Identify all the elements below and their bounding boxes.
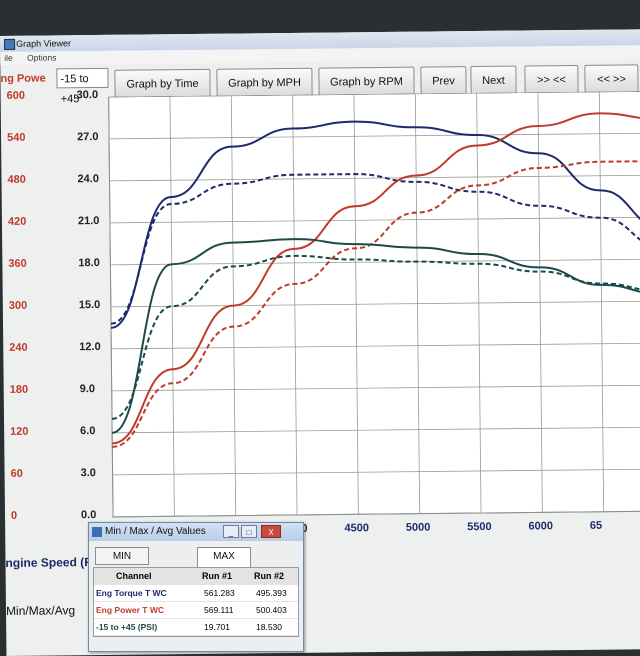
- y-tick-outer: 0: [10, 509, 18, 522]
- app-icon: [4, 38, 16, 50]
- y-tick-inner: 9.0: [79, 383, 96, 396]
- grid-line-v: [353, 94, 359, 515]
- series-line-4: [111, 238, 640, 434]
- grid-line-h: [109, 132, 640, 140]
- menu-options[interactable]: Options: [27, 52, 57, 63]
- zoom-out-button[interactable]: << >>: [584, 64, 639, 93]
- grid-line-h: [112, 468, 640, 476]
- y-tick-outer: 60: [10, 467, 23, 480]
- series-line-1: [110, 173, 640, 325]
- zoom-in-button[interactable]: >> <<: [524, 64, 579, 94]
- table-body: Eng Torque T WC 561.283 495.393 Eng Power T…: [94, 585, 298, 636]
- series-line-0: [110, 120, 640, 329]
- maximize-icon[interactable]: □: [241, 525, 257, 538]
- series-group: [110, 112, 640, 448]
- chart-area[interactable]: 600 540 480 420 360 300 240 180 120 60 0 30.0 27.0 2…: [1, 88, 640, 568]
- close-icon[interactable]: X: [261, 525, 281, 538]
- next-button[interactable]: Next: [470, 65, 517, 95]
- channel-label: ng Powe: [0, 72, 46, 85]
- prev-button[interactable]: Prev: [420, 66, 467, 95]
- y-tick-inner: 18.0: [78, 256, 100, 270]
- col-run1: Run #1: [202, 571, 233, 581]
- y-tick-inner: 12.0: [79, 340, 101, 354]
- y-tick-outer: 540: [7, 131, 26, 144]
- cell-channel: Eng Torque T WC: [96, 588, 167, 598]
- popup-title: Min / Max / Avg Values: [105, 526, 206, 537]
- y-tick-outer: 420: [7, 215, 27, 228]
- table-row[interactable]: -15 to +45 (PSI) 19.701 18.530: [94, 619, 298, 636]
- cell-run2: 500.403: [256, 605, 287, 615]
- x-tick: 5500: [467, 520, 492, 534]
- x-axis-label: ngine Speed (R: [5, 555, 93, 570]
- y-tick-outer: 360: [8, 257, 27, 270]
- col-run2: Run #2: [254, 571, 285, 581]
- min-max-avg-tab[interactable]: Min/Max/Avg: [5, 603, 76, 618]
- tab-min[interactable]: MIN: [95, 547, 149, 565]
- tab-max[interactable]: MAX: [197, 547, 251, 567]
- grid-line-h: [109, 216, 640, 224]
- grid-line-v: [598, 91, 605, 512]
- grid-line-h: [108, 91, 640, 98]
- cell-run2: 495.393: [256, 588, 287, 598]
- grid-line-v: [476, 93, 482, 513]
- x-tick: 6000: [528, 520, 554, 533]
- cell-run1: 561.283: [204, 588, 235, 598]
- y-tick-inner: 24.0: [77, 172, 99, 186]
- y-tick-inner: 15.0: [78, 298, 101, 312]
- grid-line-h: [110, 300, 640, 308]
- y-tick-outer: 240: [9, 341, 28, 354]
- y-tick-inner: 21.0: [77, 214, 100, 228]
- popup-titlebar[interactable]: Min / Max / Avg Values _ □ X: [89, 523, 303, 541]
- x-tick: 5000: [405, 521, 431, 534]
- y-tick-inner: 3.0: [80, 467, 96, 480]
- series-line-5: [111, 254, 640, 420]
- y-tick-outer: 480: [7, 173, 26, 186]
- cell-channel: -15 to +45 (PSI): [96, 622, 158, 632]
- y-tick-inner: 6.0: [80, 425, 96, 438]
- graph-by-time-button[interactable]: Graph by Time: [114, 68, 211, 98]
- graph-viewer-window: Graph Viewer ile Options ng Powe -15 to …: [0, 29, 640, 656]
- grid-line-v: [414, 93, 421, 514]
- min-max-avg-popup: Min / Max / Avg Values _ □ X MIN MAX Cha…: [88, 522, 304, 652]
- minimize-icon[interactable]: _: [223, 525, 239, 538]
- grid-line-h: [110, 258, 640, 266]
- x-tick: 65: [589, 519, 603, 532]
- series-line-2: [112, 112, 640, 445]
- graph-by-mph-button[interactable]: Graph by MPH: [216, 67, 313, 97]
- grid-line-v: [292, 94, 298, 515]
- grid-line-h: [113, 510, 640, 518]
- menu-file[interactable]: ile: [4, 52, 13, 63]
- grid-line-h: [111, 342, 640, 350]
- series-line-3: [112, 160, 640, 448]
- x-tick: 4500: [344, 522, 370, 535]
- y-tick-outer: 600: [6, 89, 26, 102]
- grid-line-v: [537, 92, 543, 513]
- table-header: Channel Run #1 Run #2: [94, 568, 298, 585]
- y-tick-inner: 27.0: [77, 130, 99, 144]
- cell-run1: 569.111: [204, 605, 234, 615]
- cell-run1: 19.701: [204, 622, 230, 632]
- y-tick-outer: 180: [9, 383, 29, 396]
- cell-run2: 18.530: [256, 622, 282, 632]
- graph-by-rpm-button[interactable]: Graph by RPM: [318, 66, 415, 96]
- range-select[interactable]: -15 to +45: [56, 67, 109, 105]
- col-channel: Channel: [116, 571, 152, 581]
- values-table: Channel Run #1 Run #2 Eng Torque T WC 561…: [93, 567, 299, 637]
- cell-channel: Eng Power T WC: [96, 605, 164, 615]
- y-tick-inner: 30.0: [76, 88, 99, 102]
- table-row[interactable]: Eng Power T WC 569.111 500.403: [94, 602, 298, 619]
- window-title: Graph Viewer: [16, 38, 72, 49]
- y-tick-outer: 120: [10, 425, 29, 438]
- grid-line-h: [111, 384, 640, 392]
- rpm-chart[interactable]: [1, 91, 640, 568]
- y-tick-outer: 300: [8, 299, 28, 312]
- grid-line-v: [169, 96, 175, 517]
- table-row[interactable]: Eng Torque T WC 561.283 495.393: [94, 585, 298, 602]
- popup-app-icon: [92, 527, 102, 537]
- y-tick-inner: 0.0: [80, 509, 97, 522]
- grid-line-h: [112, 426, 640, 434]
